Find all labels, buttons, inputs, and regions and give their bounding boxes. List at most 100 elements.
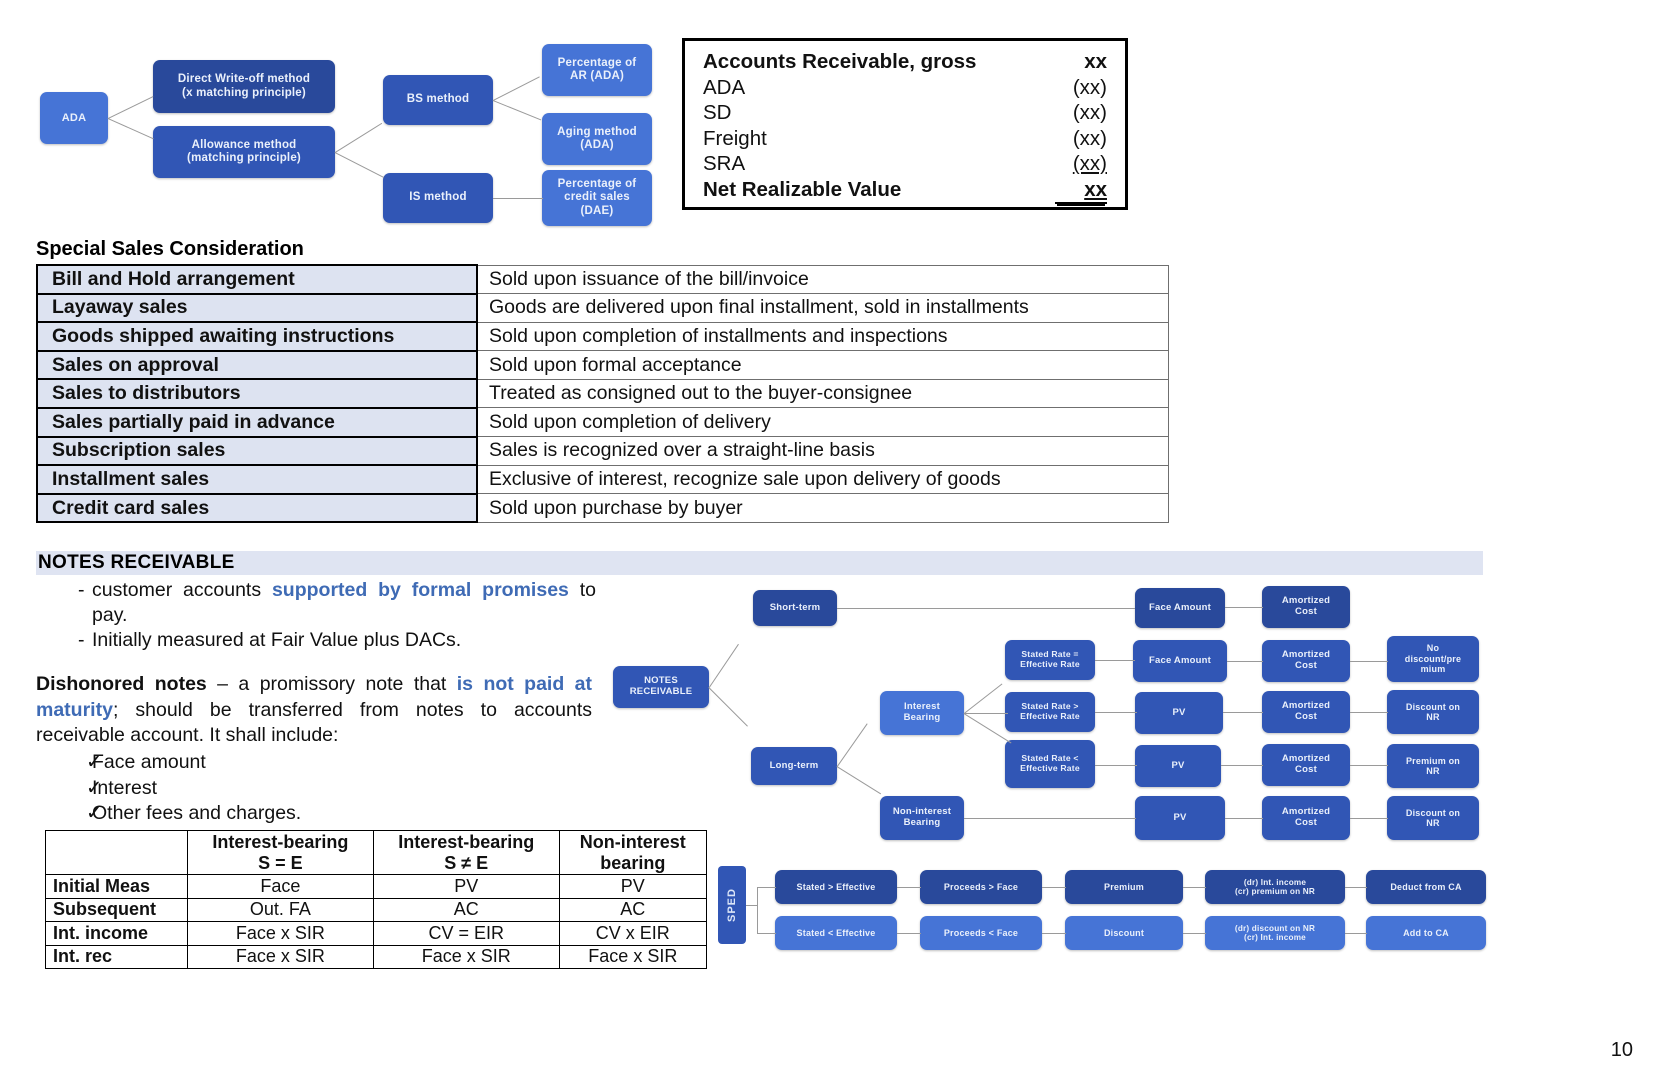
connector-bs-pctar — [493, 76, 540, 101]
term-cell: Sales on approval — [36, 349, 478, 381]
ar-row-label: ADA — [703, 75, 746, 99]
connector-sped-r1-a — [897, 887, 921, 888]
treatment-cell: Goods are delivered upon final installme… — [476, 293, 1169, 323]
term-cell: Bill and Hold arrangement — [36, 264, 478, 295]
term-cell: Subscription sales — [36, 435, 478, 467]
cell: PV — [558, 874, 708, 899]
special-sales-title: Special Sales Consideration — [36, 238, 304, 260]
special-sales-table: Bill and Hold arrangement Sold upon issu… — [36, 264, 1169, 524]
table-row: Goods shipped awaiting instructions Sold… — [36, 321, 1169, 352]
bullet-dash: - — [78, 579, 85, 601]
table-header-row: Interest-bearing S = E Interest-bearing … — [45, 830, 708, 875]
dishonored-dash: – a promissory note that — [206, 673, 457, 695]
list-item: ✓ Interest — [36, 776, 596, 802]
cell: AC — [558, 897, 708, 922]
node-pv-1: PV — [1135, 692, 1223, 734]
connector-ac4-prem — [1350, 765, 1388, 766]
node-notes-receivable-root: NOTES RECEIVABLE — [613, 666, 709, 708]
ar-row-value: (xx) — [1072, 152, 1107, 175]
node-bs-method: BS method — [383, 75, 493, 125]
connector-int-sreq — [964, 683, 1003, 714]
connector-ac2-nodisc — [1350, 661, 1388, 662]
connector-is-pctcredit — [493, 198, 543, 199]
cell: AC — [372, 897, 560, 922]
connector-int-srgt — [964, 713, 1008, 714]
connector-ada-allowance — [107, 118, 154, 140]
treatment-cell: Sold upon completion of delivery — [476, 407, 1169, 438]
node-discount-on-nr-1: Discount on NR — [1387, 690, 1479, 734]
check-icon: ✓ — [86, 776, 103, 799]
connector-root-short — [709, 643, 739, 688]
bullet-post: to pay. — [92, 579, 597, 626]
ar-row-value: xx — [1055, 177, 1107, 204]
notes-receivable-band — [36, 551, 1483, 575]
dishonored-includes-list: ✓ Face amount ✓ Interest ✓ Other fees an… — [36, 750, 596, 827]
connector-ac3-disc1 — [1350, 712, 1388, 713]
bullet-text: Initially measured at Fair Value plus DA… — [92, 629, 462, 651]
node-amortized-cost-2: Amortized Cost — [1262, 640, 1350, 682]
connector-bs-aging — [492, 100, 542, 121]
page-number: 10 — [1610, 1039, 1633, 1061]
connector-face1-ac1 — [1225, 607, 1263, 608]
ar-row: SRA (xx) — [703, 151, 1107, 177]
list-item-label: Other fees and charges. — [92, 802, 302, 824]
connector-long-int — [837, 723, 868, 767]
node-percentage-of-credit-sales: Percentage of credit sales (DAE) — [542, 170, 652, 226]
node-pv-3: PV — [1135, 796, 1225, 840]
node-sped-r1-effect: Deduct from CA — [1366, 870, 1486, 904]
connector-sped-r1-d — [1345, 887, 1367, 888]
node-is-method: IS method — [383, 173, 493, 223]
node-interest-bearing: Interest Bearing — [880, 691, 964, 735]
connector-pv1-ac3 — [1223, 712, 1263, 713]
list-item-label: Face amount — [92, 751, 206, 773]
node-sped-r1-premium: Premium — [1065, 870, 1183, 904]
node-percentage-of-ar: Percentage of AR (ADA) — [542, 44, 652, 96]
connector-sped-r2 — [757, 933, 776, 934]
cell: CV x EIR — [558, 921, 708, 946]
node-premium-on-nr: Premium on NR — [1387, 744, 1479, 788]
treatment-cell: Exclusive of interest, recognize sale up… — [476, 464, 1169, 495]
cell: Face x SIR — [187, 944, 374, 969]
table-row: Subsequent Out. FA AC AC — [45, 897, 708, 922]
check-icon: ✓ — [86, 751, 103, 773]
ar-row-label: Freight — [703, 126, 767, 150]
connector-pv3-ac5 — [1225, 818, 1263, 819]
ar-row-value: xx — [1084, 50, 1107, 73]
cell: CV = EIR — [372, 921, 560, 946]
ar-row: ADA (xx) — [703, 75, 1107, 101]
net-realizable-value-box: Accounts Receivable, gross xx ADA (xx) S… — [682, 38, 1128, 210]
connector-nonint-pv3 — [964, 818, 1136, 819]
connector-sped-r2-c — [1183, 933, 1206, 934]
table-row: Installment sales Exclusive of interest,… — [36, 464, 1169, 495]
row-label: Int. income — [45, 921, 188, 946]
connector-sped-r1 — [757, 887, 776, 888]
treatment-cell: Treated as consigned out to the buyer-co… — [476, 378, 1169, 409]
bullet-dash: - — [78, 629, 85, 651]
col-header — [45, 830, 188, 875]
connector-srlt-pv2 — [1095, 765, 1137, 766]
list-item-label: Interest — [92, 776, 158, 799]
table-row: Bill and Hold arrangement Sold upon issu… — [36, 264, 1169, 295]
node-long-term: Long-term — [751, 747, 837, 785]
row-label: Int. rec — [45, 944, 188, 969]
table-row: Sales to distributors Treated as consign… — [36, 378, 1169, 409]
connector-sped-r2-d — [1345, 933, 1367, 934]
term-cell: Installment sales — [36, 464, 478, 495]
node-direct-writeoff: Direct Write-off method (x matching prin… — [153, 60, 335, 113]
dishonored-rest: ; should be transferred from notes to ac… — [36, 698, 592, 747]
ar-row-value: (xx) — [1072, 126, 1107, 150]
note-measurement-table: Interest-bearing S = E Interest-bearing … — [45, 830, 708, 969]
node-sped-r2-discount: Discount — [1065, 916, 1183, 950]
list-item: ✓ Face amount — [36, 750, 596, 776]
connector-root-long — [708, 687, 748, 727]
bullet-pre: customer accounts — [92, 579, 272, 601]
ar-row-value: (xx) — [1072, 75, 1107, 99]
ar-row: Net Realizable Value xx — [703, 177, 1107, 204]
table-row: Credit card sales Sold upon purchase by … — [36, 492, 1169, 524]
notes-receivable-heading: NOTES RECEIVABLE — [38, 552, 235, 573]
node-non-interest-bearing: Non-interest Bearing — [880, 796, 964, 840]
ar-row-label: SRA — [703, 152, 746, 175]
node-stated-rate-less: Stated Rate < Effective Rate — [1005, 740, 1095, 788]
connector-allowance-bs — [335, 122, 383, 153]
list-item: - customer accounts supported by formal … — [36, 578, 596, 628]
